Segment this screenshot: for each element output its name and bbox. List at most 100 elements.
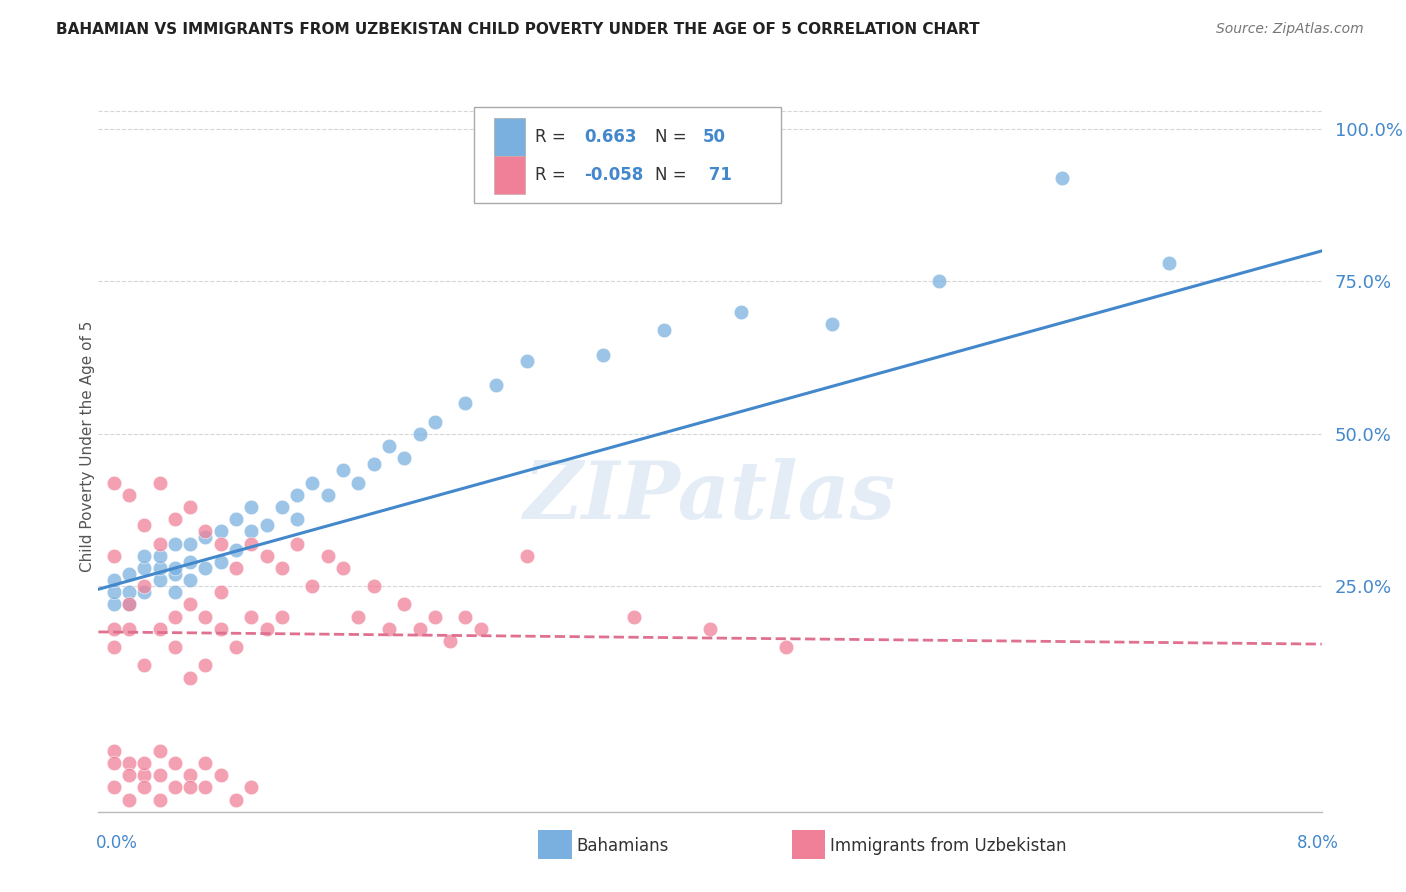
Point — [285, 488, 308, 502]
Point — [103, 598, 125, 612]
Point — [316, 549, 339, 563]
Point — [163, 640, 186, 655]
Point — [256, 518, 278, 533]
Point — [149, 536, 172, 550]
Text: 71: 71 — [703, 167, 731, 185]
Point — [163, 780, 186, 795]
Point — [209, 536, 232, 550]
Point — [821, 317, 844, 331]
Text: Immigrants from Uzbekistan: Immigrants from Uzbekistan — [830, 837, 1066, 855]
Point — [194, 530, 217, 544]
Text: Bahamians: Bahamians — [576, 837, 669, 855]
Point — [240, 500, 263, 514]
Point — [240, 780, 263, 795]
Point — [363, 579, 385, 593]
Point — [149, 744, 172, 758]
Point — [392, 451, 416, 466]
Point — [149, 792, 172, 806]
Point — [423, 415, 446, 429]
Point — [179, 573, 201, 587]
Point — [316, 488, 339, 502]
Y-axis label: Child Poverty Under the Age of 5: Child Poverty Under the Age of 5 — [80, 320, 94, 572]
Point — [149, 561, 172, 575]
Point — [149, 768, 172, 782]
Point — [256, 549, 278, 563]
Point — [775, 640, 797, 655]
Point — [118, 756, 141, 770]
Point — [1050, 170, 1073, 185]
Point — [163, 512, 186, 526]
Point — [118, 598, 141, 612]
Point — [209, 524, 232, 539]
Point — [347, 475, 370, 490]
Point — [194, 561, 217, 575]
Text: R =: R = — [536, 128, 565, 146]
Point — [928, 275, 950, 289]
Point — [179, 671, 201, 685]
Point — [485, 378, 508, 392]
Point — [118, 585, 141, 599]
Point — [134, 585, 156, 599]
Point — [209, 585, 232, 599]
Point — [285, 512, 308, 526]
Point — [592, 348, 614, 362]
Point — [623, 609, 645, 624]
Point — [179, 500, 201, 514]
Point — [285, 536, 308, 550]
Point — [301, 579, 323, 593]
Point — [209, 555, 232, 569]
Point — [423, 609, 446, 624]
Point — [103, 640, 125, 655]
Point — [470, 622, 492, 636]
Point — [179, 768, 201, 782]
Point — [194, 524, 217, 539]
Point — [225, 561, 247, 575]
Point — [408, 426, 430, 441]
Point — [134, 658, 156, 673]
FancyBboxPatch shape — [494, 156, 526, 194]
Point — [270, 609, 294, 624]
Point — [134, 561, 156, 575]
Point — [439, 634, 461, 648]
Text: BAHAMIAN VS IMMIGRANTS FROM UZBEKISTAN CHILD POVERTY UNDER THE AGE OF 5 CORRELAT: BAHAMIAN VS IMMIGRANTS FROM UZBEKISTAN C… — [56, 22, 980, 37]
Point — [1157, 256, 1180, 270]
Point — [332, 463, 354, 477]
Point — [240, 536, 263, 550]
Text: R =: R = — [536, 167, 565, 185]
Point — [270, 561, 294, 575]
Point — [454, 609, 477, 624]
Point — [163, 585, 186, 599]
Point — [179, 555, 201, 569]
FancyBboxPatch shape — [474, 107, 780, 203]
Point — [516, 353, 538, 368]
Point — [103, 475, 125, 490]
Point — [194, 609, 217, 624]
Point — [347, 609, 370, 624]
Point — [363, 458, 385, 472]
Point — [240, 524, 263, 539]
Text: N =: N = — [655, 128, 686, 146]
Point — [179, 780, 201, 795]
Point — [134, 780, 156, 795]
Point — [301, 475, 323, 490]
Text: ZIPatlas: ZIPatlas — [524, 458, 896, 536]
Point — [270, 500, 294, 514]
Text: -0.058: -0.058 — [583, 167, 644, 185]
Point — [103, 744, 125, 758]
Text: N =: N = — [655, 167, 686, 185]
Point — [163, 561, 186, 575]
Point — [454, 396, 477, 410]
Point — [118, 768, 141, 782]
Point — [332, 561, 354, 575]
Point — [225, 512, 247, 526]
Point — [103, 585, 125, 599]
Point — [163, 567, 186, 582]
Point — [103, 573, 125, 587]
Point — [209, 622, 232, 636]
Point — [163, 536, 186, 550]
Text: 50: 50 — [703, 128, 725, 146]
Point — [103, 549, 125, 563]
Point — [149, 573, 172, 587]
Point — [134, 768, 156, 782]
Point — [149, 622, 172, 636]
